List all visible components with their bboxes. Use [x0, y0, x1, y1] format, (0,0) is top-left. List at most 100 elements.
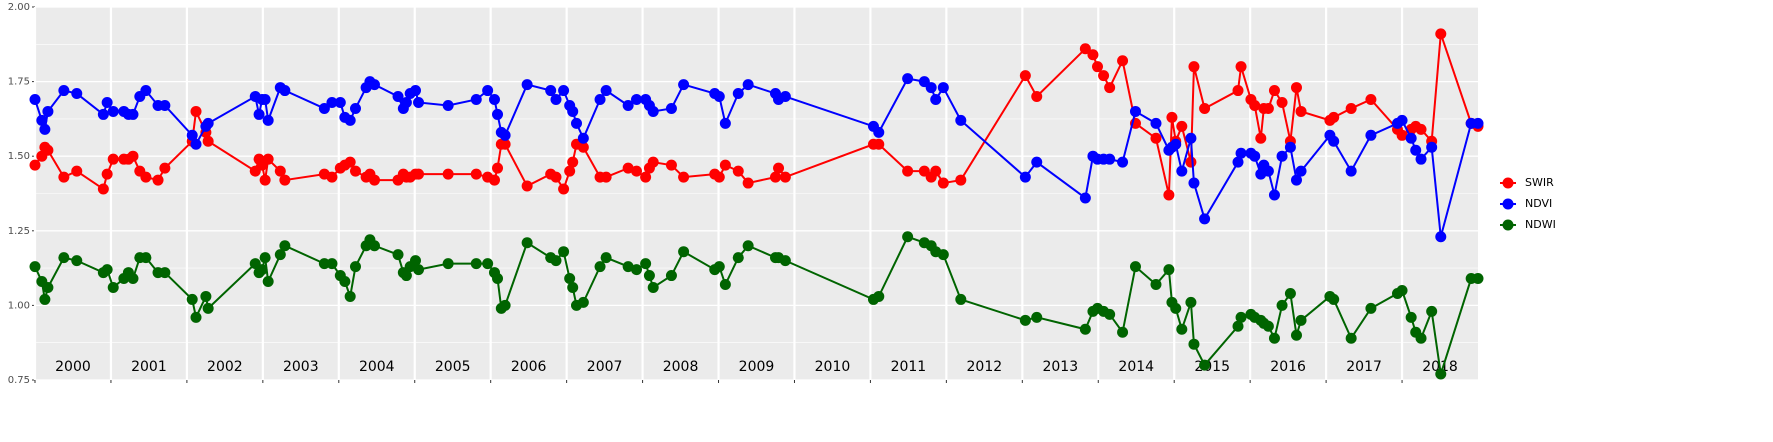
data-point — [1188, 338, 1200, 350]
data-point — [101, 264, 113, 276]
data-point — [564, 165, 576, 177]
data-point — [71, 88, 83, 100]
data-point — [470, 168, 482, 180]
data-point — [550, 94, 562, 106]
data-point — [58, 252, 70, 264]
data-point — [558, 246, 570, 258]
data-point — [769, 171, 781, 183]
data-point — [1150, 132, 1162, 144]
data-point — [39, 293, 51, 305]
data-point — [1235, 147, 1247, 159]
data-point — [488, 94, 500, 106]
x-tick-label: 2006 — [511, 359, 547, 375]
x-tick-label: 2001 — [131, 359, 167, 375]
data-point — [1188, 177, 1200, 189]
data-point — [1328, 135, 1340, 147]
data-point — [492, 273, 504, 285]
data-point — [1176, 165, 1188, 177]
data-point — [567, 156, 579, 168]
data-point — [719, 279, 731, 291]
data-point — [1415, 153, 1427, 165]
data-point — [1232, 156, 1244, 168]
data-point — [594, 261, 606, 273]
data-point — [1268, 332, 1280, 344]
data-point — [1295, 165, 1307, 177]
data-point — [470, 94, 482, 106]
data-point — [678, 171, 690, 183]
data-point — [36, 114, 48, 126]
data-point — [1092, 61, 1104, 73]
data-point — [1176, 323, 1188, 335]
legend-key — [1502, 177, 1514, 189]
data-point — [545, 85, 557, 97]
data-point — [368, 174, 380, 186]
data-point — [200, 290, 212, 302]
data-point — [1284, 287, 1296, 299]
data-point — [349, 102, 361, 114]
data-point — [1276, 96, 1288, 108]
data-point — [1276, 299, 1288, 311]
data-point — [930, 94, 942, 106]
data-point — [1295, 105, 1307, 117]
x-tick-label: 2014 — [1118, 359, 1154, 375]
data-point — [1255, 132, 1267, 144]
data-point — [1235, 311, 1247, 323]
data-point — [567, 281, 579, 293]
y-tick-label: 2.00 — [8, 2, 30, 13]
data-point — [550, 255, 562, 267]
data-point — [186, 129, 198, 141]
data-point — [1163, 189, 1175, 201]
data-point — [344, 156, 356, 168]
data-point — [665, 102, 677, 114]
data-point — [318, 258, 330, 270]
data-point — [1166, 111, 1178, 123]
data-point — [1472, 273, 1484, 285]
data-point — [127, 273, 139, 285]
data-point — [71, 255, 83, 267]
x-tick-label: 2000 — [55, 359, 91, 375]
data-point — [152, 174, 164, 186]
data-point — [1345, 102, 1357, 114]
data-point — [140, 85, 152, 97]
data-point — [713, 91, 725, 103]
data-point — [732, 165, 744, 177]
data-point — [42, 281, 54, 293]
data-point — [930, 165, 942, 177]
data-point — [71, 165, 83, 177]
data-point — [1295, 314, 1307, 326]
data-point — [1199, 213, 1211, 225]
y-tick-label: 1.75 — [8, 77, 30, 88]
data-point — [1284, 141, 1296, 153]
data-point — [622, 261, 634, 273]
data-point — [643, 270, 655, 282]
data-point — [492, 108, 504, 120]
data-point — [259, 252, 271, 264]
x-tick-label: 2011 — [891, 359, 927, 375]
data-point — [274, 249, 286, 261]
data-point — [1079, 192, 1091, 204]
data-point — [779, 91, 791, 103]
data-point — [159, 267, 171, 279]
data-point — [442, 258, 454, 270]
x-tick-label: 2008 — [663, 359, 699, 375]
x-tick-label: 2005 — [435, 359, 471, 375]
data-point — [326, 258, 338, 270]
data-point — [499, 129, 511, 141]
data-point — [742, 79, 754, 91]
data-point — [713, 261, 725, 273]
data-point — [925, 82, 937, 94]
data-point — [400, 96, 412, 108]
data-point — [1150, 279, 1162, 291]
data-point — [1249, 150, 1261, 162]
data-point — [1087, 49, 1099, 61]
data-point — [1019, 70, 1031, 82]
data-point — [392, 249, 404, 261]
data-point — [274, 165, 286, 177]
data-point — [742, 240, 754, 252]
data-point — [101, 168, 113, 180]
data-point — [259, 94, 271, 106]
data-point — [1290, 82, 1302, 94]
data-point — [262, 153, 274, 165]
data-point — [1365, 94, 1377, 106]
data-point — [937, 82, 949, 94]
